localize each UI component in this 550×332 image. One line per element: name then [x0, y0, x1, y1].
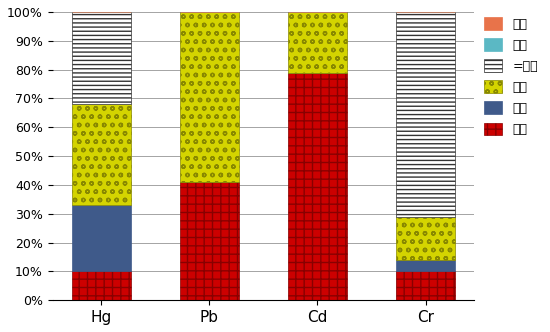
Bar	[396, 217, 455, 260]
Bar	[288, 12, 347, 72]
Bar	[72, 12, 131, 104]
Legend: 흰색, 메탈, =검정, 노랑, 파랑, 빨강: 흰색, 메탈, =검정, 노랑, 파랑, 빨강	[478, 12, 543, 141]
Bar	[288, 72, 347, 300]
Bar	[72, 104, 131, 205]
Bar	[72, 205, 131, 272]
Bar	[180, 12, 239, 182]
Bar	[180, 182, 239, 300]
Bar	[396, 260, 455, 272]
Bar	[396, 272, 455, 300]
Bar	[72, 272, 131, 300]
Bar	[396, 12, 455, 217]
